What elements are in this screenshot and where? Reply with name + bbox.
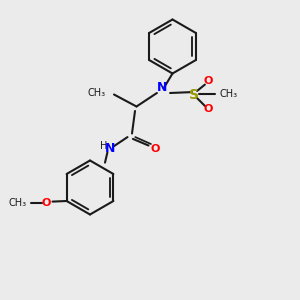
- Text: CH₃: CH₃: [219, 89, 237, 100]
- Text: N: N: [105, 142, 116, 155]
- Text: O: O: [204, 76, 213, 86]
- Text: O: O: [204, 104, 213, 115]
- Text: O: O: [150, 144, 160, 154]
- Text: N: N: [157, 81, 167, 94]
- Text: CH₃: CH₃: [88, 88, 106, 98]
- Text: O: O: [42, 197, 51, 208]
- Text: S: S: [189, 88, 200, 102]
- Text: CH₃: CH₃: [9, 197, 27, 208]
- Text: H: H: [100, 141, 108, 151]
